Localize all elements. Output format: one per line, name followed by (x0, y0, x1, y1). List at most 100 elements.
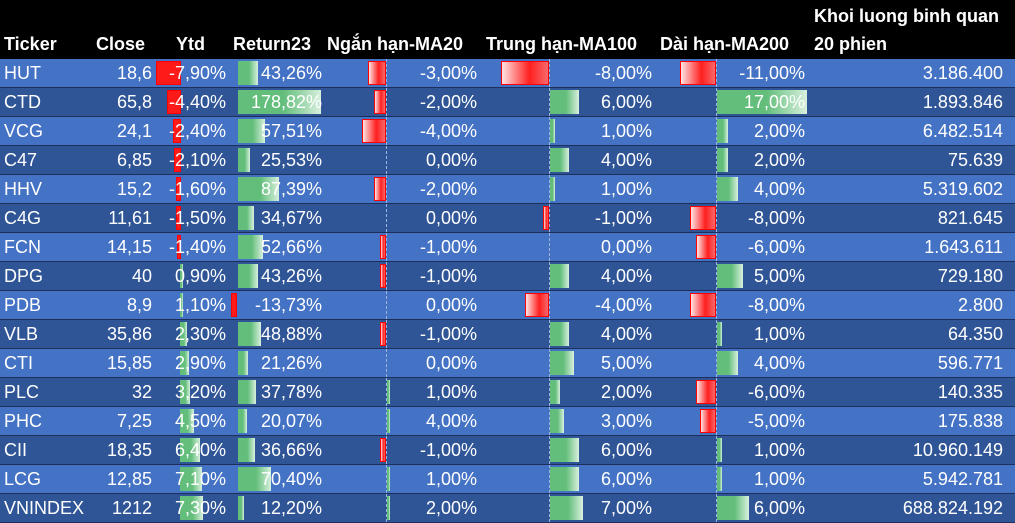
return23-bar (238, 351, 248, 375)
volume-cell: 821.645 (937, 208, 1003, 228)
ma20-bar (387, 380, 390, 404)
ma20-bar (380, 235, 386, 259)
return23-bar (238, 438, 256, 462)
ma100-axis (549, 291, 551, 319)
ma100-bar (501, 61, 549, 85)
ma100-bar (525, 293, 549, 317)
return23-bar (238, 148, 250, 172)
ma100-axis (549, 465, 551, 493)
ma200-axis (716, 407, 718, 435)
ytd-cell: -2,40% (168, 121, 226, 141)
ma200-axis (716, 320, 718, 348)
ticker-cell: VCG (4, 121, 44, 141)
close-cell: 18,35 (106, 440, 152, 460)
ma200-cell: 6,00% (753, 498, 805, 518)
ticker-cell: LCG (4, 469, 42, 489)
header-ytd: Ytd (176, 34, 205, 54)
ytd-bar (173, 119, 181, 143)
ma200-cell: 2,00% (753, 121, 805, 141)
ytd-cell: -2,10% (168, 150, 226, 170)
ma200-bar (717, 351, 739, 375)
ma20-cell: 1,00% (425, 469, 477, 489)
ytd-bar (167, 90, 181, 114)
ma100-axis (549, 378, 551, 406)
ytd-bar (176, 235, 181, 259)
ma200-bar (717, 148, 728, 172)
ma200-axis (716, 204, 718, 232)
ma100-cell: -8,00% (594, 63, 652, 83)
ma100-bar (550, 351, 574, 375)
ticker-cell: VLB (4, 324, 39, 344)
ytd-cell: 2,30% (174, 324, 226, 344)
ma200-cell: 1,00% (753, 469, 805, 489)
ma20-axis (386, 88, 388, 116)
volume-cell: 10.960.149 (912, 440, 1003, 460)
ma20-axis (386, 465, 388, 493)
ma200-cell: -8,00% (747, 295, 805, 315)
ytd-bar (155, 61, 181, 85)
volume-cell: 729.180 (937, 266, 1003, 286)
table-row: VNINDEX 1212 7,30% 12,20% 2,00% 7,00% 6,00% 688… (0, 494, 1015, 523)
ma200-cell: 1,00% (753, 324, 805, 344)
table-row: FCN 14,15 -1,40% 52,66% -1,00% 0,00% -6,00% 1.6… (0, 233, 1015, 262)
ma200-bar (717, 119, 728, 143)
ma200-cell: -6,00% (747, 382, 805, 402)
header-ma100: Trung hạn-MA100 (486, 34, 638, 54)
ma20-axis (386, 146, 388, 174)
ma100-cell: -1,00% (594, 208, 652, 228)
ma100-cell: 1,00% (600, 179, 652, 199)
ma20-axis (386, 59, 388, 87)
ma100-bar (550, 264, 569, 288)
ma20-cell: -3,00% (419, 63, 477, 83)
volume-cell: 175.838 (937, 411, 1003, 431)
ma200-axis (716, 175, 718, 203)
return23-cell: 37,78% (260, 382, 322, 402)
ma100-cell: 7,00% (600, 498, 652, 518)
return23-cell: 87,39% (260, 179, 322, 199)
ma20-bar (380, 322, 386, 346)
volume-cell: 5.942.781 (922, 469, 1003, 489)
ma100-cell: 5,00% (600, 353, 652, 373)
ma100-cell: 4,00% (600, 266, 652, 286)
ma100-axis (549, 436, 551, 464)
ma20-cell: -2,00% (419, 92, 477, 112)
return23-cell: 48,88% (260, 324, 322, 344)
ma100-bar (550, 496, 584, 520)
ma100-cell: 1,00% (600, 121, 652, 141)
ma100-axis (549, 146, 551, 174)
ma200-bar (696, 235, 716, 259)
ticker-cell: CTI (4, 353, 33, 373)
ma200-cell: -5,00% (747, 411, 805, 431)
ma20-cell: 0,00% (425, 353, 477, 373)
ma200-cell: -11,00% (739, 63, 805, 83)
header-ma200: Dài hạn-MA200 (660, 34, 790, 54)
return23-bar (238, 119, 265, 143)
header-volume-line2: 20 phien (814, 34, 888, 54)
ma200-cell: 1,00% (753, 440, 805, 460)
table-row: DPG 40 0,90% 43,26% -1,00% 4,00% 5,00% 729.180 (0, 262, 1015, 291)
ticker-cell: FCN (4, 237, 41, 257)
ma100-bar (550, 119, 555, 143)
ma20-cell: -1,00% (419, 266, 477, 286)
table-row: HUT 18,6 -7,90% 43,26% -3,00% -8,00% -11,00% 3.… (0, 59, 1015, 88)
ma200-axis (716, 349, 718, 377)
ma200-bar (717, 467, 723, 491)
ytd-cell: 3,20% (174, 382, 226, 402)
close-cell: 7,25 (116, 411, 152, 431)
return23-cell: 25,53% (260, 150, 322, 170)
ma20-bar (380, 264, 386, 288)
ma20-cell: 0,00% (425, 150, 477, 170)
table-row: VCG 24,1 -2,40% 57,51% -4,00% 1,00% 2,00% 6.482… (0, 117, 1015, 146)
ma20-cell: 2,00% (425, 498, 477, 518)
return23-bar (238, 496, 244, 520)
ma100-bar (550, 322, 569, 346)
ma200-axis (716, 59, 718, 87)
ytd-bar (176, 206, 181, 230)
ma100-cell: 0,00% (600, 237, 652, 257)
ytd-cell: 0,90% (174, 266, 226, 286)
ma100-bar (550, 90, 579, 114)
close-cell: 32 (131, 382, 152, 402)
ticker-cell: C47 (4, 150, 38, 170)
ma20-axis (386, 436, 388, 464)
return23-cell: 70,40% (260, 469, 322, 489)
